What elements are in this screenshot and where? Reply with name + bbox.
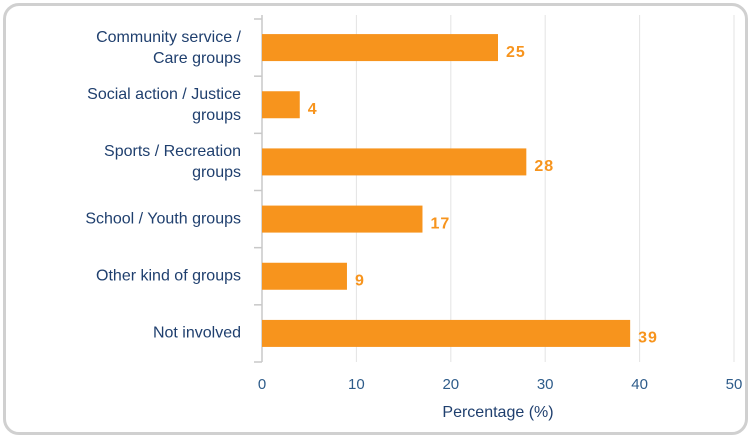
y-tick-label: Sports / Recreation groups	[104, 142, 241, 181]
value-label: 39	[638, 330, 658, 347]
x-axis-label: Percentage (%)	[442, 404, 553, 421]
y-tick-label: Social action / Justice groups	[87, 85, 241, 124]
y-tick-label: Other kind of groups	[96, 267, 241, 285]
bar	[262, 91, 300, 119]
bar	[262, 34, 498, 62]
y-tick-label: Community service / Care groups	[96, 28, 241, 67]
x-tick-label: 30	[537, 376, 554, 393]
y-tick-label: School / Youth groups	[85, 210, 241, 228]
value-label: 25	[506, 44, 526, 61]
bar	[262, 148, 527, 176]
value-label: 17	[430, 215, 450, 232]
x-tick-label: 20	[442, 376, 459, 393]
y-tick-label: Not involved	[152, 324, 241, 342]
value-label: 9	[355, 272, 365, 289]
bar	[262, 205, 423, 233]
bar	[262, 319, 631, 347]
x-tick-label: 40	[631, 376, 648, 393]
bar	[262, 262, 347, 290]
x-tick-label: 0	[258, 376, 266, 393]
x-tick-label: 10	[348, 376, 365, 393]
value-label: 28	[534, 158, 554, 175]
x-tick-label: 50	[726, 376, 743, 393]
value-label: 4	[308, 101, 318, 118]
